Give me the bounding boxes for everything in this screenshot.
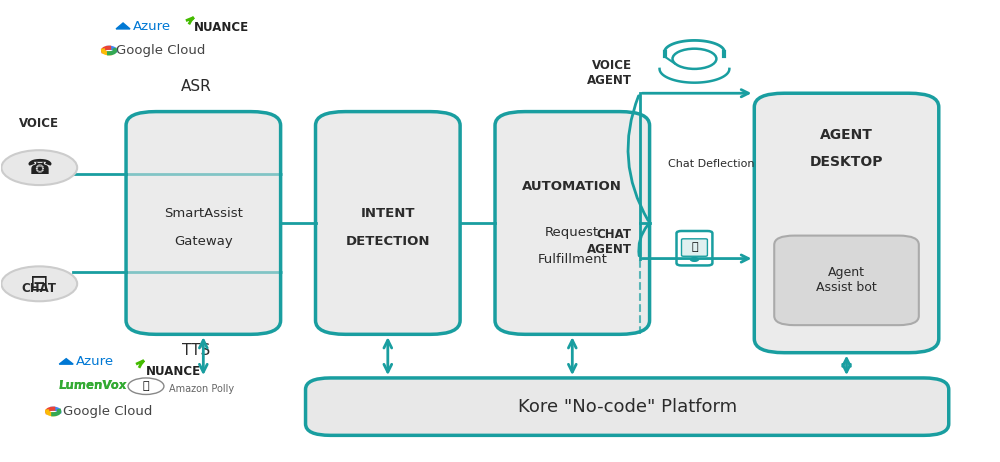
- Text: Amazon Polly: Amazon Polly: [169, 384, 234, 395]
- Text: ☎: ☎: [26, 158, 52, 177]
- Text: Agent
Assist bot: Agent Assist bot: [816, 267, 877, 294]
- Text: INTENT: INTENT: [361, 207, 415, 220]
- Text: AUTOMATION: AUTOMATION: [522, 180, 622, 193]
- FancyBboxPatch shape: [126, 112, 281, 334]
- Text: LumenVox: LumenVox: [59, 379, 128, 392]
- Text: CHAT
AGENT: CHAT AGENT: [587, 229, 632, 256]
- Text: Fulfillment: Fulfillment: [537, 253, 607, 266]
- Circle shape: [1, 267, 77, 301]
- Circle shape: [1, 150, 77, 185]
- Text: VOICE: VOICE: [19, 116, 59, 129]
- Text: NUANCE: NUANCE: [146, 365, 201, 377]
- Text: 🐦: 🐦: [143, 381, 149, 391]
- Text: SmartAssist: SmartAssist: [164, 207, 243, 220]
- FancyBboxPatch shape: [316, 112, 460, 334]
- Text: LumenVox: LumenVox: [59, 379, 128, 392]
- Text: NUANCE: NUANCE: [194, 21, 249, 34]
- Text: Gateway: Gateway: [174, 235, 233, 248]
- Text: 👤: 👤: [691, 242, 698, 252]
- Text: Kore "No-code" Platform: Kore "No-code" Platform: [518, 398, 737, 416]
- Text: ⊟: ⊟: [30, 274, 49, 294]
- Text: DESKTOP: DESKTOP: [810, 155, 883, 169]
- Text: TTS: TTS: [182, 343, 210, 358]
- Text: Azure: Azure: [76, 355, 114, 368]
- Text: Request: Request: [545, 225, 599, 239]
- Text: DETECTION: DETECTION: [346, 235, 430, 248]
- Polygon shape: [116, 23, 130, 29]
- Circle shape: [690, 258, 698, 261]
- Text: Google Cloud: Google Cloud: [63, 405, 153, 418]
- Text: Google Cloud: Google Cloud: [116, 44, 205, 57]
- FancyBboxPatch shape: [754, 93, 939, 353]
- FancyBboxPatch shape: [774, 236, 919, 325]
- Text: CHAT: CHAT: [22, 282, 57, 295]
- Text: Azure: Azure: [133, 20, 171, 33]
- Text: AGENT: AGENT: [820, 128, 873, 141]
- FancyBboxPatch shape: [681, 239, 707, 256]
- Text: ASR: ASR: [180, 79, 211, 94]
- FancyBboxPatch shape: [306, 378, 949, 435]
- FancyBboxPatch shape: [495, 112, 650, 334]
- Text: VOICE
AGENT: VOICE AGENT: [587, 59, 632, 86]
- Text: Chat Deflection: Chat Deflection: [668, 159, 754, 170]
- Circle shape: [128, 378, 164, 395]
- Polygon shape: [59, 359, 73, 364]
